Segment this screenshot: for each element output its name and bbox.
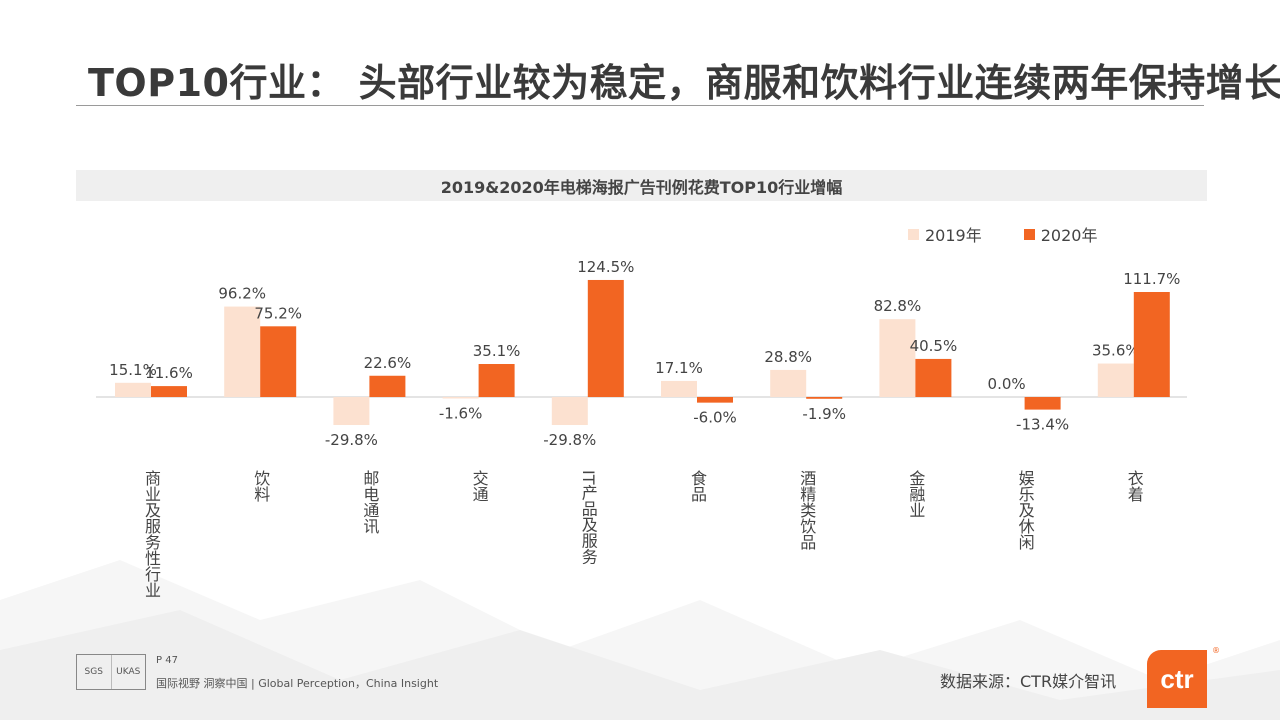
- data-label-2020-9: 111.7%: [1123, 270, 1180, 288]
- bar-2019-0: [115, 382, 151, 397]
- chart-title: 2019&2020年电梯海报广告刊例花费TOP10行业增幅: [440, 177, 843, 197]
- data-label-2019-0: 15.1%: [109, 361, 157, 379]
- category-label-1: 饮料: [251, 470, 271, 502]
- data-label-2020-1: 75.2%: [254, 304, 302, 322]
- data-label-2020-6: -1.9%: [802, 405, 846, 423]
- data-label-2019-5: 17.1%: [655, 359, 703, 377]
- bar-2019-1: [224, 306, 261, 397]
- ctr-logo-text: ctr: [1160, 663, 1194, 694]
- bar-2020-5: [697, 397, 733, 403]
- category-label-0: 商业及服务性行业: [142, 470, 161, 598]
- bar-2019-2: [333, 397, 370, 426]
- bar-2019-3: [442, 397, 479, 399]
- bar-2020-7: [915, 358, 952, 397]
- data-label-2019-6: 28.8%: [764, 348, 812, 366]
- data-label-2019-2: -29.8%: [325, 431, 378, 449]
- category-label-4: IT产品及服务: [578, 470, 598, 565]
- data-label-2019-3: -1.6%: [439, 405, 483, 423]
- bar-2020-0: [151, 386, 187, 397]
- category-label-5: 食品: [688, 470, 707, 502]
- bar-2020-3: [478, 364, 515, 397]
- footer-tagline: 国际视野 洞察中国 | Global Perception，China Insi…: [156, 677, 439, 690]
- category-label-7: 金融业: [906, 470, 926, 518]
- registered-mark: ®: [1212, 646, 1220, 655]
- category-label-6: 酒精类饮品: [797, 470, 817, 550]
- ctr-logo: ctr: [1147, 650, 1207, 708]
- bar-2019-5: [661, 380, 697, 397]
- legend-item-2020: 2020年: [1023, 222, 1098, 246]
- legend-label-2019: 2019年: [925, 226, 982, 245]
- data-label-2019-1: 96.2%: [218, 285, 266, 303]
- chart-legend: 2019年 2020年: [908, 222, 1097, 246]
- data-label-2020-3: 35.1%: [473, 342, 521, 360]
- data-label-2020-2: 22.6%: [364, 354, 412, 372]
- category-label-2: 邮电通讯: [360, 470, 380, 534]
- bar-2020-2: [369, 375, 406, 397]
- bar-2019-4: [551, 397, 588, 426]
- bar-2020-8: [1024, 397, 1061, 410]
- data-source: 数据来源：CTR媒介智讯: [940, 672, 1117, 691]
- title-divider: [76, 105, 1204, 106]
- legend-swatch-2020: [1023, 228, 1035, 240]
- bar-2020-4: [587, 279, 624, 397]
- bar-2020-6: [806, 397, 843, 399]
- sgs-logo: SGS: [77, 655, 112, 689]
- page-number: P 47: [156, 655, 178, 666]
- data-label-2019-9: 35.6%: [1092, 342, 1140, 360]
- bar-chart: 15.1%11.6% 96.2%75.2% -29.8% 22.6% -1.6% 35.1…: [96, 258, 1187, 449]
- bar-2020-1: [260, 326, 297, 397]
- data-label-2020-5: -6.0%: [693, 409, 737, 427]
- data-label-2020-7: 40.5%: [910, 337, 958, 355]
- certification-logos: SGS UKAS: [76, 654, 146, 690]
- data-label-2020-8: -13.4%: [1016, 416, 1069, 434]
- data-label-2020-0: 11.6%: [145, 364, 193, 382]
- legend-swatch-2019: [908, 228, 919, 240]
- data-label-2019-4: -29.8%: [543, 431, 596, 449]
- page-title: TOP10行业： 头部行业较为稳定，商服和饮料行业连续两年保持增长: [88, 61, 1280, 105]
- legend-label-2020: 2020年: [1040, 226, 1098, 245]
- bar-2020-9: [1133, 292, 1170, 397]
- chart-title-band: 2019&2020年电梯海报广告刊例花费TOP10行业增幅: [76, 170, 1207, 201]
- bar-2019-9: [1097, 363, 1134, 397]
- category-label-9: 衣着: [1124, 470, 1144, 502]
- background-polygon-pattern: [0, 560, 1280, 720]
- data-label-2019-8: 0.0%: [988, 375, 1026, 393]
- bar-2019-6: [770, 369, 807, 397]
- ukas-logo: UKAS: [116, 667, 141, 677]
- data-label-2019-7: 82.8%: [874, 297, 922, 315]
- category-label-3: 交通: [469, 470, 489, 502]
- legend-item-2019: 2019年: [908, 222, 982, 246]
- category-label-8: 娱乐及休闲: [1015, 470, 1035, 550]
- data-label-2020-4: 124.5%: [577, 258, 634, 276]
- bar-2019-7: [879, 319, 916, 397]
